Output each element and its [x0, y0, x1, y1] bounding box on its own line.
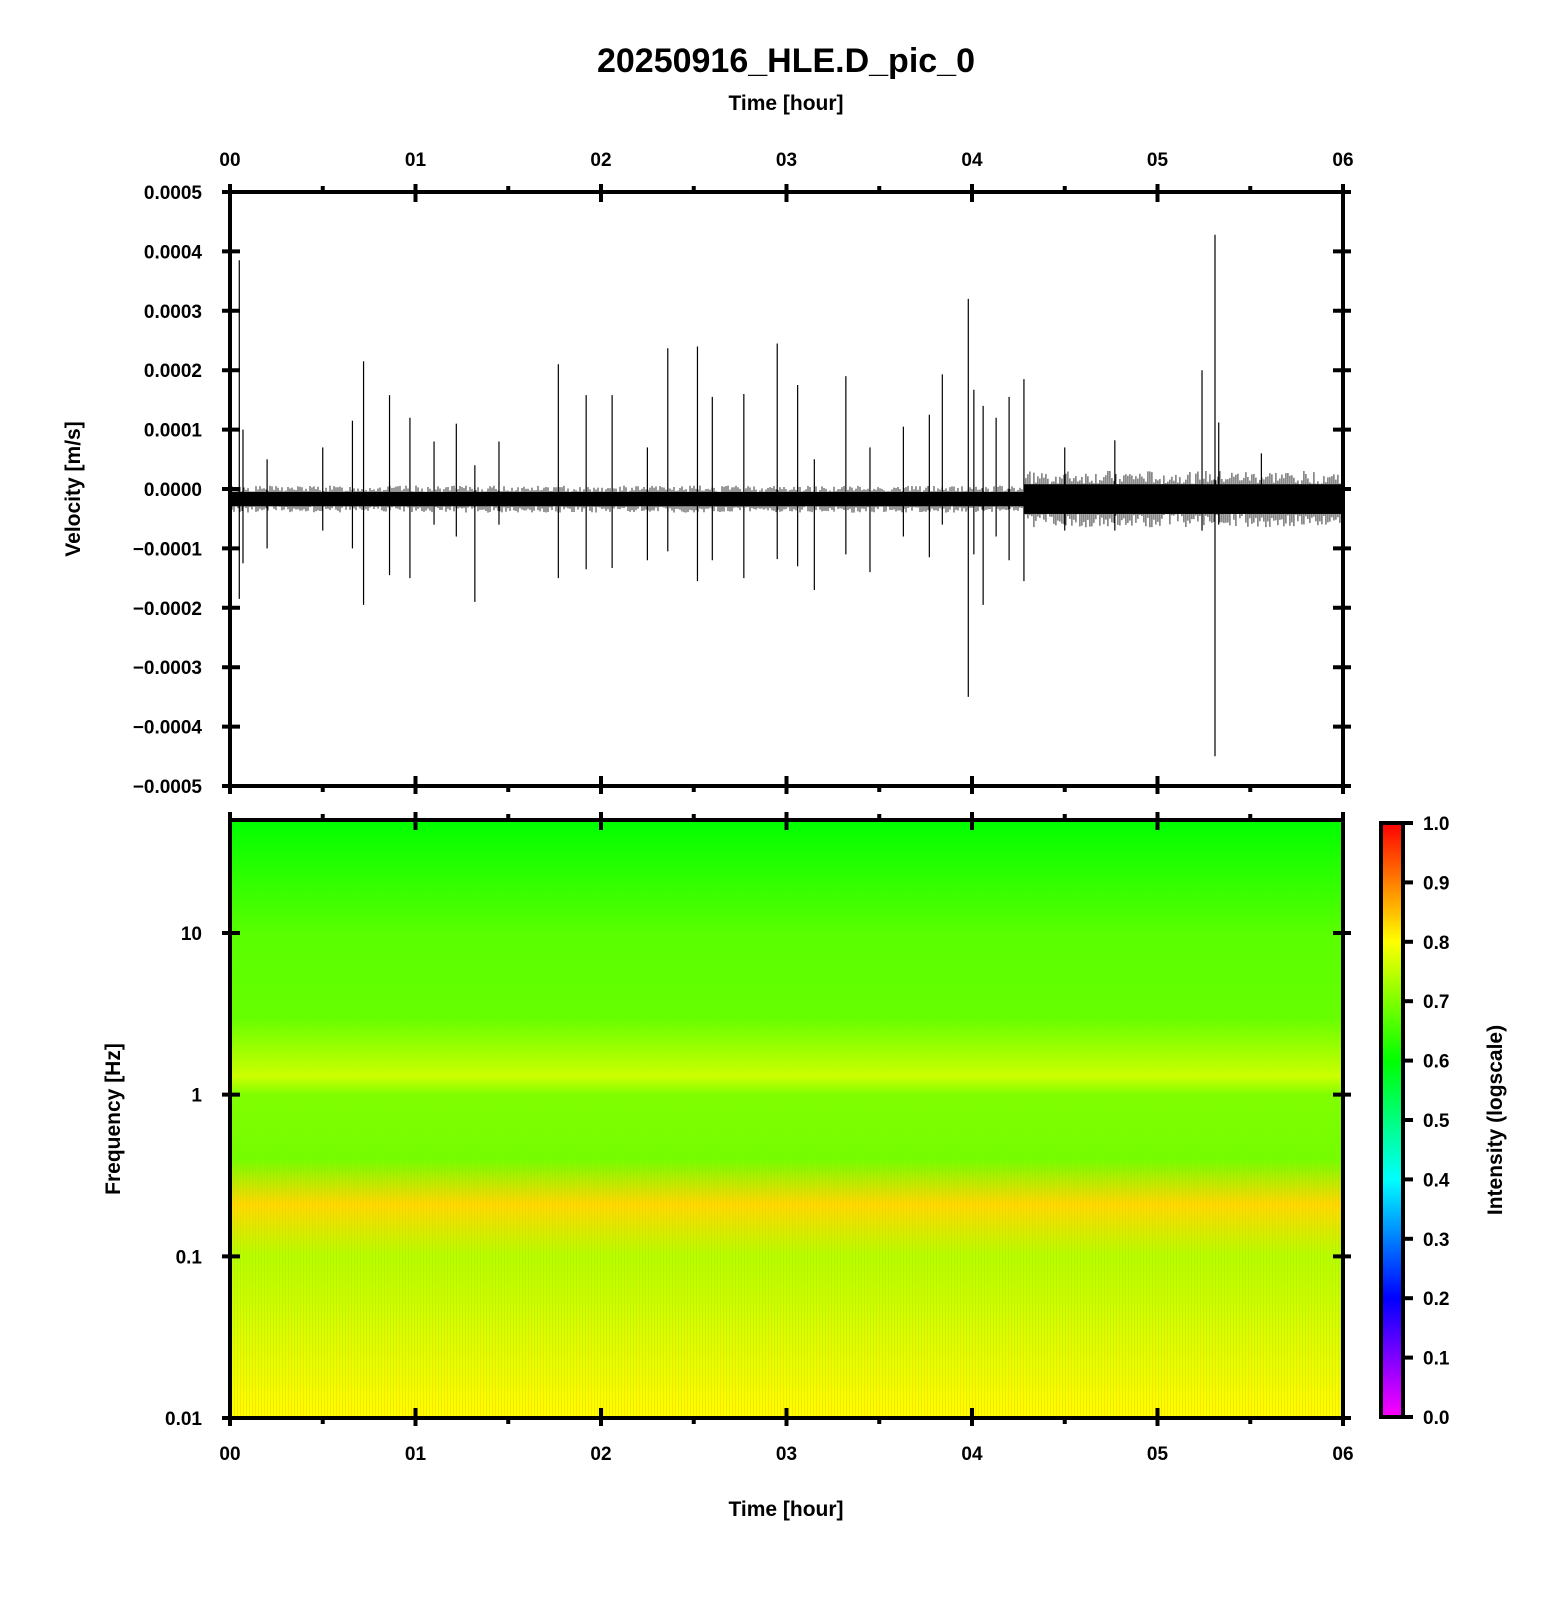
waveform-panel: 00 01 02 03 04 05 06 0.0005 0.0004 0.0003 0.0002 0.…: [62, 150, 1354, 798]
colorbar-tick-label: 0.7: [1423, 992, 1449, 1013]
colorbar-ticks: 0.0 0.1 0.2 0.3 0.4 0.5 0.6 0.7 0.8 0.9 1.0: [1403, 814, 1450, 1429]
spectrogram-x-tick-label: 05: [1147, 1444, 1169, 1465]
waveform-y-tick-label: −0.0001: [133, 539, 203, 560]
spectrogram-y-tick-label: 0.1: [176, 1247, 203, 1268]
waveform-x-tick-label: 05: [1147, 150, 1169, 171]
colorbar-tick-label: 0.5: [1423, 1111, 1450, 1132]
waveform-x-tick-label: 02: [590, 150, 611, 171]
colorbar-tick-label: 1.0: [1423, 814, 1449, 835]
waveform-x-tick-label: 06: [1332, 150, 1353, 171]
waveform-y-axis-label: Velocity [m/s]: [62, 421, 85, 556]
waveform-frame: [228, 190, 1345, 788]
colorbar-tick-label: 0.2: [1423, 1289, 1449, 1310]
colorbar-label: Intensity (logscale): [1484, 1025, 1507, 1215]
colorbar-tick-label: 0.0: [1423, 1408, 1449, 1429]
waveform-y-tick-label: −0.0005: [133, 777, 203, 798]
colorbar-tick-label: 0.3: [1423, 1230, 1449, 1251]
waveform-y-tick-label: 0.0001: [144, 421, 203, 442]
waveform-x-tick-label: 04: [961, 150, 983, 171]
spectrogram-x-tick-label: 03: [776, 1444, 797, 1465]
colorbar-tick-label: 0.4: [1423, 1170, 1450, 1191]
spectrogram-x-tick-label: 06: [1332, 1444, 1353, 1465]
colorbar-tick-label: 0.1: [1423, 1349, 1450, 1370]
waveform-y-tick-label: −0.0004: [133, 718, 203, 739]
colorbar-tick-label: 0.9: [1423, 873, 1449, 894]
spectrogram-y-axis-label: Frequency [Hz]: [102, 1043, 125, 1195]
waveform-noise-band: [229, 471, 1343, 528]
bottom-x-axis-label: Time [hour]: [728, 1498, 843, 1521]
colorbar-tick-label: 0.8: [1423, 933, 1449, 954]
spectrogram-x-tick-label: 01: [405, 1444, 427, 1465]
colorbar-tick-label: 0.6: [1423, 1052, 1449, 1073]
spectrogram-frame: [228, 818, 1345, 1420]
spectrogram-x-tick-label: 00: [219, 1444, 240, 1465]
colorbar: 0.0 0.1 0.2 0.3 0.4 0.5 0.6 0.7 0.8 0.9 1.0 Intens…: [1379, 814, 1507, 1429]
waveform-y-tick-label: −0.0002: [133, 599, 202, 620]
waveform-noise-segment: [230, 491, 1024, 507]
spectrogram-y-tick-label: 10: [181, 924, 202, 945]
waveform-x-tick-label: 03: [776, 150, 797, 171]
colorbar-scale: [1379, 821, 1405, 1419]
spectrogram-texture: [230, 820, 1343, 1418]
spectrogram-y-tick-label: 1: [191, 1086, 202, 1107]
chart-title: 20250916_HLE.D_pic_0: [597, 42, 975, 80]
waveform-y-tick-label: 0.0000: [144, 480, 202, 501]
spectrogram-x-tick-label: 02: [590, 1444, 611, 1465]
spectrogram-x-tick-label: 04: [961, 1444, 983, 1465]
waveform-spikes: [238, 234, 1262, 757]
spectrogram-y-tick-label: 0.01: [165, 1409, 202, 1430]
top-x-axis-label: Time [hour]: [728, 92, 843, 115]
waveform-y-tick-label: 0.0005: [144, 183, 203, 204]
waveform-y-tick-label: 0.0002: [144, 361, 202, 382]
waveform-y-tick-label: 0.0003: [144, 302, 202, 323]
waveform-y-tick-label: 0.0004: [144, 242, 203, 263]
waveform-x-tick-label: 01: [405, 150, 427, 171]
waveform-y-tick-label: −0.0003: [133, 658, 202, 679]
waveform-x-tick-label: 00: [219, 150, 240, 171]
